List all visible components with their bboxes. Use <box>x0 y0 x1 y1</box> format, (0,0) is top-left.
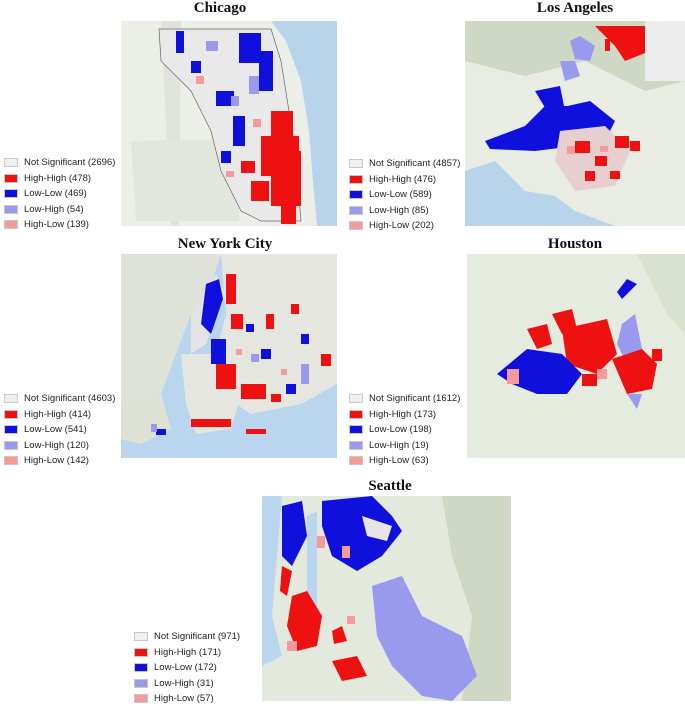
legend-label: Low-Low (589) <box>369 189 432 201</box>
legend-label: High-High (173) <box>369 408 437 420</box>
los-angeles-legend: Not Significant (4857) High-High (476) L… <box>349 156 460 234</box>
los-angeles-title: Los Angeles <box>536 0 614 16</box>
legend-label: High-Low (142) <box>24 455 89 467</box>
legend-swatch <box>4 456 18 466</box>
seattle-map <box>262 496 511 701</box>
legend-swatch <box>4 409 18 419</box>
legend-swatch <box>4 440 18 450</box>
legend-swatch <box>4 425 18 435</box>
legend-label: Not Significant (1612) <box>369 393 461 405</box>
new-york-city-legend: Not Significant (4603) High-High (414) L… <box>4 391 115 469</box>
legend-label: High-High (414) <box>24 408 92 420</box>
legend-item-low-high: Low-High (31) <box>134 676 240 692</box>
legend-item-low-high: Low-High (19) <box>349 438 460 454</box>
legend-swatch <box>349 174 363 184</box>
legend-item-high-high: High-High (173) <box>349 407 460 423</box>
legend-item-not-significant: Not Significant (2696) <box>4 155 115 171</box>
houston-map <box>467 254 685 458</box>
legend-item-high-low: High-Low (202) <box>349 218 460 234</box>
legend-item-low-low: Low-Low (469) <box>4 186 115 202</box>
legend-label: Not Significant (2696) <box>24 157 116 169</box>
legend-item-low-low: Low-Low (198) <box>349 422 460 438</box>
legend-item-high-high: High-High (476) <box>349 172 460 188</box>
legend-item-not-significant: Not Significant (971) <box>134 629 240 645</box>
legend-swatch <box>349 205 363 215</box>
legend-label: High-Low (139) <box>24 219 89 231</box>
legend-item-low-low: Low-Low (589) <box>349 187 460 203</box>
chicago-title: Chicago <box>193 0 247 16</box>
legend-item-low-high: Low-High (54) <box>4 202 115 218</box>
legend-swatch <box>134 632 148 642</box>
legend-swatch <box>4 220 18 230</box>
legend-label: Low-High (85) <box>369 204 429 216</box>
legend-item-high-high: High-High (478) <box>4 171 115 187</box>
legend-item-low-low: Low-Low (172) <box>134 660 240 676</box>
legend-label: Low-High (120) <box>24 439 89 451</box>
legend-label: Low-High (19) <box>369 439 429 451</box>
legend-label: High-High (476) <box>369 173 437 185</box>
legend-swatch <box>4 158 18 168</box>
legend-swatch <box>349 159 363 169</box>
legend-label: High-High (171) <box>154 646 222 658</box>
legend-swatch <box>349 394 363 404</box>
new-york-city-title: New York City <box>177 236 273 252</box>
legend-item-not-significant: Not Significant (4857) <box>349 156 460 172</box>
legend-item-low-high: Low-High (85) <box>349 203 460 219</box>
legend-item-high-high: High-High (414) <box>4 407 115 423</box>
seattle-title: Seattle <box>368 478 412 494</box>
legend-label: Low-Low (198) <box>369 424 432 436</box>
legend-label: High-Low (202) <box>369 220 434 232</box>
legend-item-not-significant: Not Significant (1612) <box>349 391 460 407</box>
legend-label: Not Significant (971) <box>154 631 241 643</box>
chicago-map <box>121 21 337 226</box>
legend-item-high-low: High-Low (57) <box>134 691 240 707</box>
houston-title: Houston <box>547 236 603 252</box>
legend-label: Low-Low (172) <box>154 662 217 674</box>
legend-swatch <box>4 173 18 183</box>
legend-label: High-Low (63) <box>369 455 429 467</box>
legend-item-high-high: High-High (171) <box>134 645 240 661</box>
legend-swatch <box>349 425 363 435</box>
legend-swatch <box>4 394 18 404</box>
legend-swatch <box>349 221 363 231</box>
legend-label: High-Low (57) <box>154 693 214 705</box>
legend-label: Low-High (54) <box>24 203 84 215</box>
legend-label: Not Significant (4857) <box>369 158 461 170</box>
legend-swatch <box>349 456 363 466</box>
legend-swatch <box>4 189 18 199</box>
legend-item-high-low: High-Low (63) <box>349 453 460 469</box>
houston-legend: Not Significant (1612) High-High (173) L… <box>349 391 460 469</box>
legend-swatch <box>4 204 18 214</box>
legend-label: Low-Low (541) <box>24 424 87 436</box>
legend-label: Low-Low (469) <box>24 188 87 200</box>
legend-swatch <box>134 694 148 704</box>
legend-label: Low-High (31) <box>154 677 214 689</box>
legend-item-high-low: High-Low (139) <box>4 217 115 233</box>
legend-item-not-significant: Not Significant (4603) <box>4 391 115 407</box>
legend-label: Not Significant (4603) <box>24 393 116 405</box>
legend-item-high-low: High-Low (142) <box>4 453 115 469</box>
legend-item-low-low: Low-Low (541) <box>4 422 115 438</box>
seattle-legend: Not Significant (971) High-High (171) Lo… <box>134 629 240 707</box>
chicago-legend: Not Significant (2696) High-High (478) L… <box>4 155 115 233</box>
legend-swatch <box>134 663 148 673</box>
legend-swatch <box>134 647 148 657</box>
legend-swatch <box>134 678 148 688</box>
new-york-city-map <box>121 254 337 458</box>
los-angeles-map <box>465 21 685 226</box>
legend-swatch <box>349 190 363 200</box>
legend-swatch <box>349 409 363 419</box>
legend-swatch <box>349 440 363 450</box>
legend-item-low-high: Low-High (120) <box>4 438 115 454</box>
legend-label: High-High (478) <box>24 172 92 184</box>
